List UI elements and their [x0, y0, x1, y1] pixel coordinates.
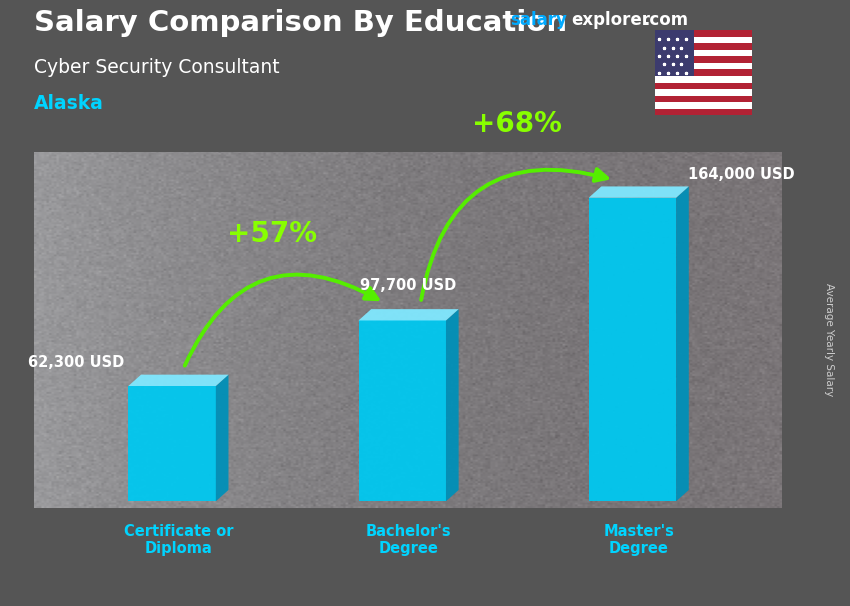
Polygon shape [446, 309, 459, 501]
Polygon shape [589, 187, 688, 198]
Bar [654, 50, 752, 56]
Text: Average Yearly Salary: Average Yearly Salary [824, 283, 834, 396]
Bar [654, 108, 752, 115]
Text: Cyber Security Consultant: Cyber Security Consultant [34, 58, 280, 76]
Bar [128, 386, 216, 501]
Bar [654, 102, 752, 108]
Bar [654, 82, 752, 89]
Text: explorer: explorer [571, 11, 650, 29]
Text: 97,700 USD: 97,700 USD [360, 278, 456, 293]
Bar [654, 96, 752, 102]
Text: Certificate or
Diploma: Certificate or Diploma [123, 524, 233, 556]
Text: 164,000 USD: 164,000 USD [688, 167, 794, 182]
Bar [654, 76, 752, 82]
Bar [654, 30, 752, 37]
Bar [654, 37, 752, 44]
Bar [654, 30, 694, 76]
Polygon shape [359, 309, 459, 321]
Polygon shape [676, 187, 688, 501]
Bar [654, 63, 752, 70]
Text: 62,300 USD: 62,300 USD [27, 355, 124, 370]
Polygon shape [128, 375, 229, 386]
Text: Alaska: Alaska [34, 94, 104, 113]
Bar [654, 56, 752, 63]
Bar [654, 70, 752, 76]
Polygon shape [216, 375, 229, 501]
Bar [359, 321, 446, 501]
Text: Bachelor's
Degree: Bachelor's Degree [366, 524, 451, 556]
Text: +68%: +68% [473, 110, 562, 138]
Bar [654, 89, 752, 96]
Bar [654, 44, 752, 50]
Text: salary: salary [510, 11, 567, 29]
Bar [589, 198, 676, 501]
Text: Master's
Degree: Master's Degree [604, 524, 674, 556]
Text: +57%: +57% [227, 220, 317, 248]
Text: Salary Comparison By Education: Salary Comparison By Education [34, 9, 567, 37]
Text: .com: .com [643, 11, 689, 29]
